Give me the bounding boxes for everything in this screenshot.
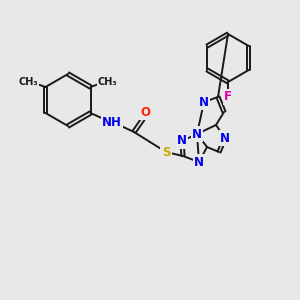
Text: F: F [224, 91, 232, 103]
Text: NH: NH [102, 116, 122, 128]
Text: N: N [192, 128, 202, 140]
Text: O: O [140, 106, 150, 118]
Text: N: N [220, 131, 230, 145]
Text: CH₃: CH₃ [19, 77, 38, 87]
Text: S: S [162, 146, 170, 158]
Text: N: N [199, 95, 209, 109]
Text: N: N [177, 134, 187, 148]
Text: CH₃: CH₃ [98, 77, 117, 87]
Text: N: N [194, 155, 204, 169]
